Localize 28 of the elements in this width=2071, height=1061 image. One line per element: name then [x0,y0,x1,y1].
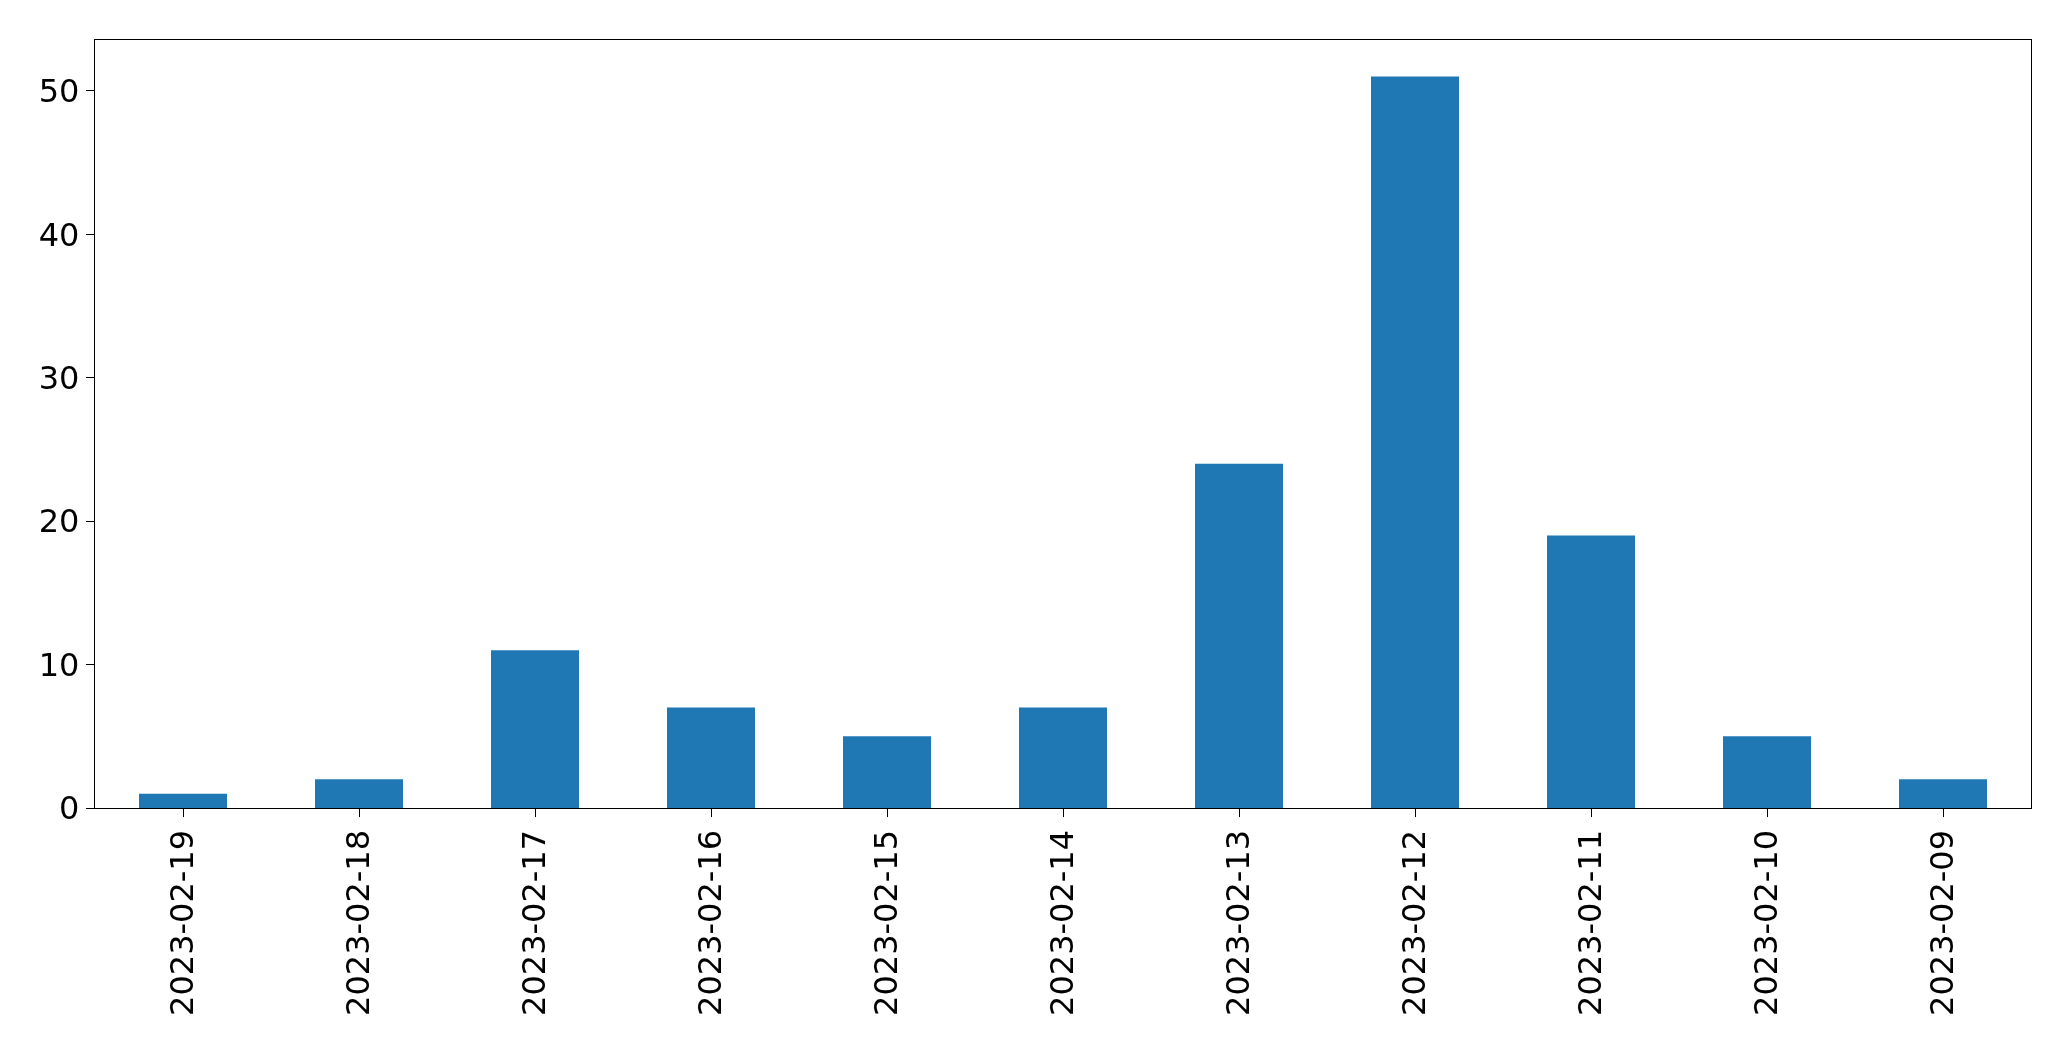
x-tick-label: 2023-02-15 [867,829,906,1016]
bar [1195,463,1283,808]
x-tick-label: 2023-02-14 [1043,829,1082,1016]
bar [1371,76,1459,808]
y-tick-label: 50 [38,72,80,111]
y-tick-label: 40 [38,215,80,254]
bar [1723,736,1811,808]
y-tick-label: 30 [38,358,80,397]
y-tick-label: 0 [59,789,80,828]
y-tick-label: 20 [38,502,80,541]
bar [1899,779,1987,808]
bar [491,650,579,808]
x-tick-label: 2023-02-18 [339,829,378,1016]
x-tick-label: 2023-02-16 [691,829,730,1016]
x-tick-label: 2023-02-13 [1219,829,1258,1016]
x-tick-label: 2023-02-19 [163,829,202,1016]
bar [667,707,755,808]
x-tick-label: 2023-02-11 [1571,829,1610,1016]
bar [1547,535,1635,808]
bar [139,793,227,808]
x-tick-label: 2023-02-17 [515,829,554,1016]
bar [315,779,403,808]
bar [843,736,931,808]
x-tick-label: 2023-02-09 [1923,829,1962,1016]
x-tick-label: 2023-02-12 [1395,829,1434,1016]
x-tick-label: 2023-02-10 [1747,829,1786,1016]
y-tick-label: 10 [38,645,80,684]
bar [1019,707,1107,808]
